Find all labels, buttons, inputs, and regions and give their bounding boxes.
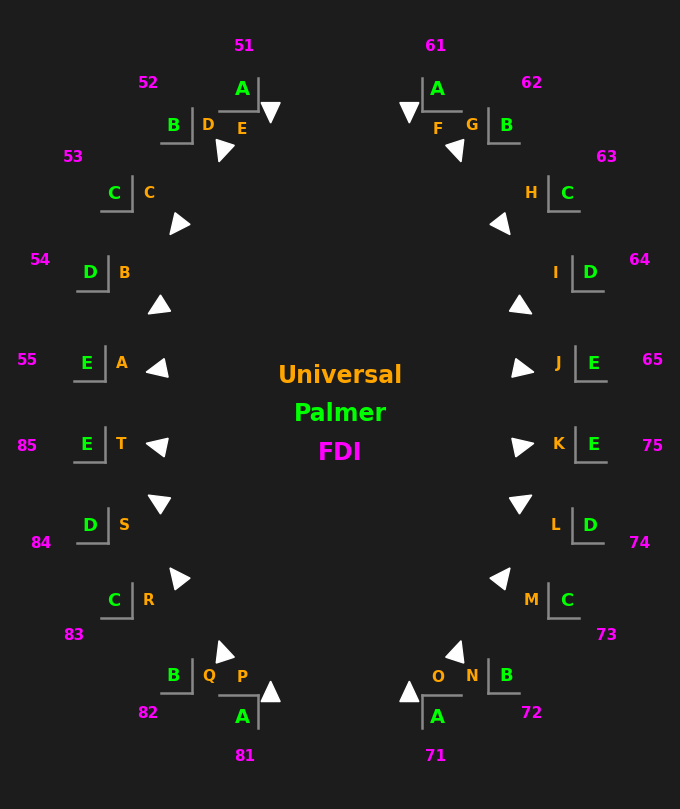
Text: 64: 64 [628,253,650,268]
Text: A: A [430,708,445,726]
Text: 62: 62 [521,76,543,91]
Text: Q: Q [202,668,215,684]
Text: 72: 72 [521,706,543,721]
Text: 53: 53 [63,150,84,165]
Text: 85: 85 [16,439,38,454]
Polygon shape [490,568,510,590]
Text: F: F [432,122,443,137]
Text: C: C [143,186,154,201]
Polygon shape [148,295,171,314]
Text: E: E [237,122,248,137]
Text: S: S [119,518,131,533]
Text: N: N [465,668,478,684]
Text: E: E [588,354,600,373]
Polygon shape [170,213,190,235]
Polygon shape [445,139,464,162]
Text: E: E [80,354,92,373]
Text: Palmer: Palmer [294,402,386,426]
Polygon shape [261,681,280,701]
Text: FDI: FDI [318,441,362,465]
Text: 84: 84 [30,536,52,551]
Text: 82: 82 [137,706,159,721]
Text: D: D [82,264,97,282]
Text: 55: 55 [16,353,38,367]
Text: 83: 83 [63,628,84,642]
Text: H: H [525,186,538,201]
Text: A: A [430,80,445,99]
Text: P: P [237,670,248,684]
Polygon shape [509,295,532,314]
Text: J: J [556,356,562,371]
Text: D: D [82,516,97,535]
Text: C: C [560,591,573,610]
Polygon shape [261,103,280,123]
Text: D: D [583,264,598,282]
Polygon shape [146,438,168,457]
Polygon shape [490,213,510,235]
Text: D: D [583,516,598,535]
Polygon shape [216,139,235,162]
Polygon shape [400,681,419,701]
Text: A: A [235,708,250,726]
Text: C: C [560,184,573,203]
Text: K: K [553,437,564,452]
Text: R: R [143,593,154,608]
Polygon shape [170,568,190,590]
Text: 51: 51 [234,40,256,54]
Polygon shape [512,358,534,377]
Text: 54: 54 [30,253,52,268]
Text: B: B [119,265,131,281]
Text: G: G [465,118,478,133]
Text: Universal: Universal [277,364,403,388]
Text: 52: 52 [137,76,159,91]
Text: L: L [550,518,560,533]
Polygon shape [445,641,464,663]
Polygon shape [148,495,171,514]
Text: 65: 65 [642,353,664,367]
Text: C: C [107,591,120,610]
Text: A: A [235,80,250,99]
Text: 81: 81 [234,749,256,764]
Polygon shape [400,103,419,123]
Text: 74: 74 [628,536,650,551]
Text: B: B [167,667,180,685]
Text: B: B [167,116,180,135]
Text: 73: 73 [596,628,617,642]
Text: B: B [500,667,513,685]
Text: O: O [431,670,444,684]
Polygon shape [512,438,534,457]
Text: I: I [552,265,558,281]
Text: C: C [107,184,120,203]
Text: A: A [116,356,127,371]
Text: 75: 75 [642,439,664,454]
Polygon shape [216,641,235,663]
Text: T: T [116,437,126,452]
Text: 71: 71 [424,749,446,764]
Text: B: B [500,116,513,135]
Polygon shape [509,495,532,514]
Text: E: E [80,435,92,454]
Text: 63: 63 [596,150,617,165]
Text: M: M [524,593,539,608]
Text: D: D [202,118,215,133]
Polygon shape [146,358,168,377]
Text: 61: 61 [424,40,446,54]
Text: E: E [588,435,600,454]
